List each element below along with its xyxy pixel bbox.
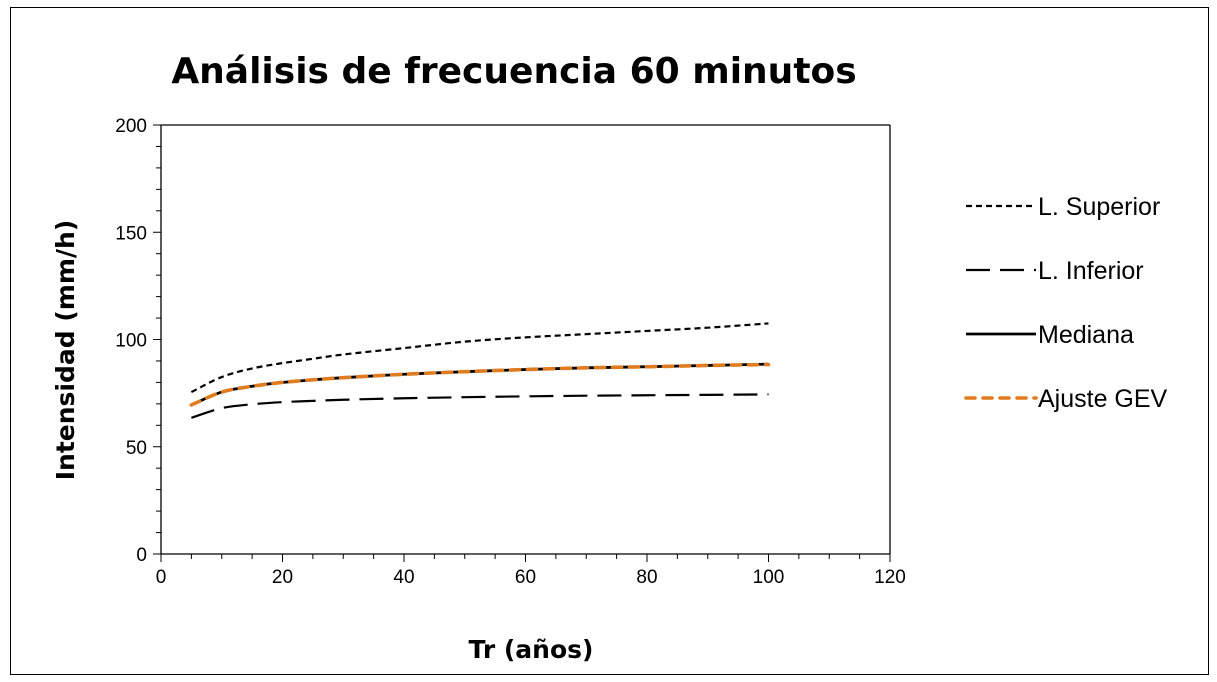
chart-frame: Análisis de frecuencia 60 minutos 0 20 40 6… xyxy=(10,7,1209,675)
x-tick-label: 0 xyxy=(156,567,167,588)
x-tick-label: 80 xyxy=(636,567,657,588)
y-tick-label: 0 xyxy=(136,545,147,566)
x-tick-label: 100 xyxy=(753,567,785,588)
chart-title: Análisis de frecuencia 60 minutos xyxy=(171,51,856,92)
x-axis-title: Tr (años) xyxy=(469,635,594,664)
x-tick-label: 40 xyxy=(393,567,414,588)
y-tick-label: 100 xyxy=(115,331,147,352)
plot-area: 0 20 40 60 80 100 120 0 50 100 150 200 xyxy=(115,116,906,588)
legend-label: Ajuste GEV xyxy=(1038,385,1168,413)
y-tick-label: 50 xyxy=(126,438,147,459)
series-line-l-superior xyxy=(190,322,769,394)
x-tick-label: 20 xyxy=(272,567,293,588)
legend: L. Superior L. Inferior Mediana Ajuste GEV xyxy=(964,193,1168,413)
chart-svg: Análisis de frecuencia 60 minutos 0 20 40 6… xyxy=(51,51,1168,664)
legend-label: Mediana xyxy=(1038,321,1134,349)
series-line-l-inferior xyxy=(191,393,769,419)
y-axis-title: Intensidad (mm/h) xyxy=(51,220,80,481)
y-tick-label: 200 xyxy=(115,116,147,137)
x-tick-label: 120 xyxy=(874,567,906,588)
x-tick-label: 60 xyxy=(515,567,536,588)
legend-label: L. Inferior xyxy=(1038,257,1144,285)
legend-label: L. Superior xyxy=(1038,193,1160,221)
y-tick-label: 150 xyxy=(115,223,147,244)
series-line-ajuste-gev xyxy=(189,362,771,407)
